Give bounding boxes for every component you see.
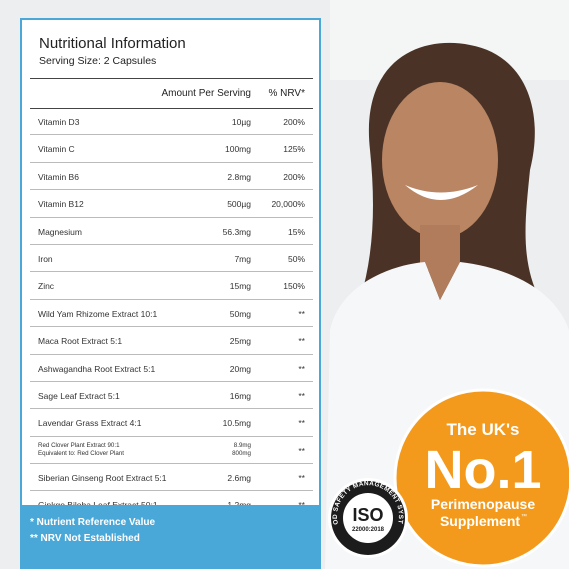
amount: 56.3mg [222,226,251,237]
table-row: Iron 7mg 50% [30,245,313,273]
collar [425,262,460,300]
table-row: Red Clover Plant Extract 90:1 Equivalent … [30,437,313,465]
nutrient-name-line: Red Clover Plant Extract 90:1 [38,441,120,449]
nrv: 150% [283,281,305,292]
table-row: Ashwagandha Root Extract 5:1 20mg ** [30,355,313,382]
amount: 10µg [231,117,251,127]
panel-title: Nutritional Information [39,35,186,52]
nutrient-name: Zinc [38,281,55,292]
serving-size: Serving Size: 2 Capsules [39,55,157,67]
nrv: ** [298,336,305,347]
nutrient-name: Wild Yam Rhizome Extract 10:1 [38,308,158,319]
table-row: Vitamin D3 10µg 200% [30,108,313,136]
nrv: 125% [283,144,305,155]
nutrient-name: Sage Leaf Extract 5:1 [38,390,120,401]
table-row: Lavendar Grass Extract 4:1 10.5mg ** [30,409,313,437]
amount: 25mg [229,336,251,347]
table-row: Zinc 15mg 150% [30,272,313,300]
nutrient-name: Vitamin D3 [38,117,80,127]
nutrient-name: Magnesium [38,226,82,237]
nutrient-name-line: Equivalent to: Red Clover Plant [38,449,124,457]
nrv: 200% [283,117,305,127]
nutrient-name: Vitamin C [38,144,75,155]
nrv: 20,000% [271,199,305,210]
nutrient-name: Vitamin B12 [38,199,84,210]
promo-mark: ™ [521,513,527,520]
table-row: Maca Root Extract 5:1 25mg ** [30,327,313,355]
amount-line: 800mg [232,449,251,457]
table-row: Sage Leaf Extract 5:1 16mg ** [30,382,313,410]
promo-badge-circle [393,388,569,568]
nrv: ** [298,390,305,401]
amount: 500µg [227,199,251,210]
nrv: 200% [283,171,305,182]
iso-badge-center [343,493,393,543]
table-row: Vitamin B6 2.8mg 200% [30,163,313,191]
nrv: ** [298,308,305,319]
amount: 16mg [229,390,251,401]
nutrient-name: Siberian Ginseng Root Extract 5:1 [38,473,167,484]
amount: 2.6mg [227,473,251,484]
nutrient-name: Ashwagandha Root Extract 5:1 [38,363,156,374]
promo-rank: No.1 [424,440,541,500]
nrv: 50% [287,253,305,264]
nutrition-panel: Nutritional Information Serving Size: 2 … [20,18,321,569]
amount-line: 8.9mg [233,441,251,449]
nrv: 15% [287,226,305,237]
nutrient-name: Lavendar Grass Extract 4:1 [38,418,142,429]
table-row: Wild Yam Rhizome Extract 10:1 50mg ** [30,300,313,328]
footnotes: * Nutrient Reference Value ** NRV Not Es… [22,505,319,569]
table-row: Vitamin C 100mg 125% [30,135,313,163]
amount: 7mg [234,253,251,264]
iso-standard: 22000:2018 [352,527,385,533]
amount: 100mg [225,144,251,155]
column-header: % NRV* [268,88,306,99]
nrv: ** [298,418,305,429]
iso-name: ISO [352,505,383,525]
smile [405,185,478,200]
amount: 2.8mg [227,171,251,182]
face [382,82,498,238]
table-body: Vitamin D3 10µg 200% Vitamin C 100mg 125% Vita… [30,108,313,519]
footnote: ** NRV Not Established [30,533,140,544]
table-row: Siberian Ginseng Root Extract 5:1 2.6mg ** [30,464,313,492]
amount: 8.9mg 800mg [232,442,251,458]
table-row: Vitamin B12 500µg 20,000% [30,190,313,218]
column-header: Amount Per Serving [161,88,252,99]
amount: 15mg [229,281,251,292]
amount: 20mg [229,363,251,374]
promo-line4: Supplement [440,513,520,529]
promo-line1: The UK's [447,420,520,439]
table-header: Amount Per Serving % NRV* [30,78,313,109]
promo-line3: Perimenopause [431,496,535,512]
nutrient-name: Vitamin B6 [38,171,79,182]
footnote: * Nutrient Reference Value [30,517,156,528]
amount: 10.5mg [222,418,251,429]
nutrient-name: Maca Root Extract 5:1 [38,336,123,347]
nutrient-name: Red Clover Plant Extract 90:1 Equivalent … [38,442,124,458]
nrv: ** [298,363,305,374]
nrv: ** [298,445,305,456]
amount: 50mg [229,308,251,319]
table-row: Magnesium 56.3mg 15% [30,218,313,245]
nrv: ** [298,473,305,484]
nutrient-name: Iron [38,253,53,264]
